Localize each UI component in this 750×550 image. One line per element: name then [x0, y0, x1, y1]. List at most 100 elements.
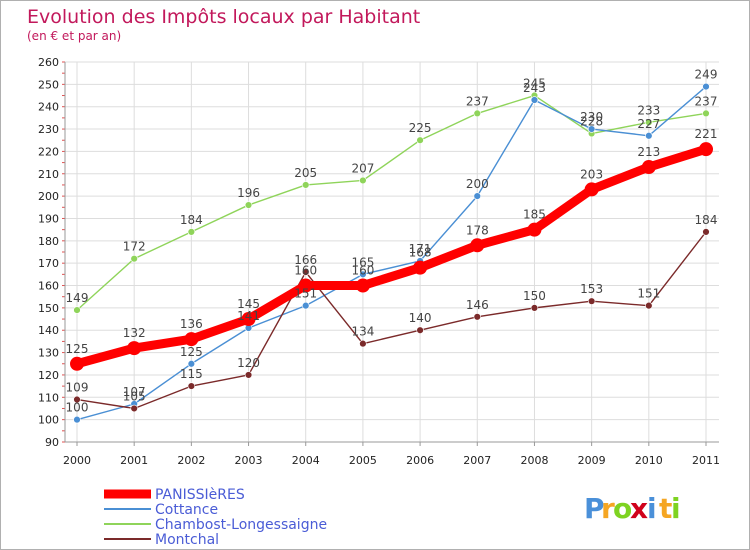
data-point: [699, 142, 713, 157]
data-label: 136: [180, 317, 203, 331]
data-label: 125: [180, 345, 203, 359]
logo-letter: x: [630, 492, 648, 525]
data-point: [587, 125, 596, 133]
data-label: 134: [351, 325, 374, 339]
data-label: 221: [695, 127, 718, 141]
y-tick-label: 190: [38, 212, 59, 225]
series-lines: [70, 82, 713, 424]
data-point: [584, 182, 599, 197]
data-label: 165: [351, 255, 374, 269]
x-tick-label: 2002: [177, 454, 205, 467]
data-label: 178: [466, 223, 489, 237]
data-point: [530, 304, 539, 312]
y-tick-label: 100: [38, 414, 59, 427]
legend: PANISSIèRESCottanceChambost-Longessaigne…: [104, 487, 327, 548]
legend-entry: Chambost-Longessaigne: [155, 517, 327, 533]
data-point: [359, 270, 367, 279]
x-tick-label: 2009: [578, 454, 606, 467]
y-tick-label: 90: [45, 436, 59, 449]
data-point: [473, 109, 481, 118]
data-point: [73, 395, 81, 404]
data-point: [473, 313, 481, 321]
x-tick-label: 2003: [235, 454, 263, 467]
data-point: [645, 118, 653, 127]
y-tick-label: 230: [38, 123, 59, 136]
series-1: [73, 82, 710, 424]
data-point: [413, 260, 428, 275]
chart-title: Evolution des Impôts locaux par Habitant: [27, 6, 420, 28]
series-line: [76, 94, 707, 311]
x-tick-label: 2008: [520, 454, 548, 467]
series-line: [76, 231, 707, 410]
logo-letter: o: [613, 492, 632, 525]
data-label: 149: [66, 291, 89, 305]
logo-letter: i: [671, 492, 681, 525]
x-tick-label: 2004: [292, 454, 320, 467]
x-tick-label: 2006: [406, 454, 434, 467]
series-line: [76, 85, 707, 421]
data-label: 109: [66, 381, 89, 395]
data-label: 237: [466, 94, 489, 108]
data-label: 125: [66, 342, 89, 356]
data-point: [702, 109, 710, 118]
data-point: [359, 176, 367, 185]
data-point: [244, 371, 253, 379]
data-point: [530, 96, 539, 104]
logo-letter: t: [659, 492, 672, 525]
y-tick-label: 220: [38, 145, 59, 158]
data-label: 150: [523, 289, 546, 303]
data-label: 141: [237, 309, 260, 323]
data-label: 166: [294, 253, 317, 267]
data-point: [187, 228, 196, 236]
x-tick-label: 2010: [635, 454, 663, 467]
y-tick-label: 120: [38, 369, 59, 382]
data-label: 213: [637, 145, 660, 159]
data-label: 237: [695, 94, 718, 108]
data-label: 160: [294, 264, 317, 278]
data-label: 132: [123, 326, 146, 340]
data-point: [302, 268, 310, 276]
y-tick-label: 160: [38, 280, 59, 293]
data-label: 100: [66, 401, 89, 415]
data-label: 207: [351, 161, 374, 175]
data-label: 249: [695, 68, 718, 82]
x-tick-label: 2001: [120, 454, 148, 467]
data-label: 105: [123, 389, 146, 403]
data-point: [73, 306, 81, 314]
data-point: [187, 382, 196, 390]
x-tick-label: 2011: [692, 454, 720, 467]
logo-letter: i: [647, 492, 657, 525]
data-label: 245: [523, 77, 546, 91]
data-label: 107: [123, 385, 146, 399]
data-point: [130, 404, 138, 413]
data-point: [244, 201, 253, 209]
data-label: 230: [580, 110, 603, 124]
data-label: 146: [466, 298, 489, 312]
data-label: 243: [523, 81, 546, 95]
data-point: [527, 222, 542, 237]
data-label: 153: [580, 282, 603, 296]
x-tick-label: 2005: [349, 454, 377, 467]
axes: 90 100 110 120 130 140 150 160 170 180 190 200 210 22…: [38, 56, 720, 467]
data-point: [416, 326, 424, 334]
data-point: [187, 360, 196, 368]
data-label: 151: [294, 287, 317, 301]
data-point: [416, 136, 424, 144]
data-point: [645, 301, 653, 310]
data-point: [241, 312, 256, 327]
data-label: 168: [409, 246, 432, 260]
data-label: 115: [180, 367, 203, 381]
data-point: [355, 278, 370, 293]
y-tick-label: 200: [38, 190, 59, 203]
data-label: 145: [237, 297, 260, 311]
data-point: [73, 415, 81, 424]
data-point: [70, 356, 84, 371]
legend-entry: Montchal: [155, 532, 219, 548]
data-point: [470, 238, 485, 253]
y-tick-label: 140: [38, 324, 59, 337]
data-point: [359, 339, 367, 348]
series-line: [72, 144, 711, 369]
legend-entry: PANISSIèRES: [155, 487, 245, 503]
data-point: [702, 82, 710, 91]
